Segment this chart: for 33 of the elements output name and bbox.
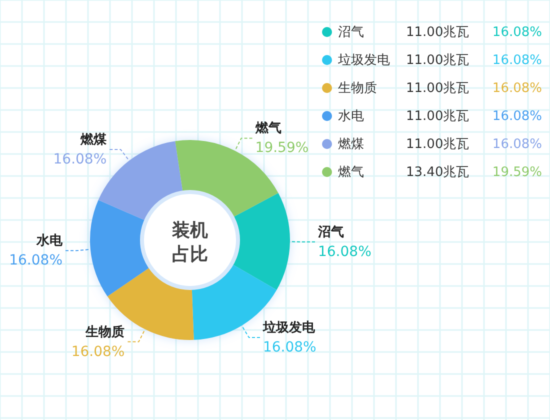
text: 16.08% bbox=[53, 152, 107, 168]
text: 装机占比 bbox=[171, 220, 208, 265]
legend-label: 垃圾发电 bbox=[337, 53, 390, 68]
text: 16.08% bbox=[262, 340, 316, 356]
donut-slice bbox=[90, 200, 150, 296]
slice-label: 燃煤 bbox=[80, 132, 108, 148]
data-label: 11.00兆瓦 bbox=[406, 137, 470, 152]
data-label: 11.00兆瓦 bbox=[406, 81, 470, 96]
text: 19.59% bbox=[255, 140, 309, 156]
slice-label: 沼气 bbox=[316, 224, 344, 240]
legend-label: 燃煤 bbox=[338, 137, 364, 152]
text: 16.08% bbox=[318, 244, 372, 260]
text: 16.08% bbox=[492, 137, 542, 152]
data-label: 11.00兆瓦 bbox=[406, 53, 470, 68]
slice-label: 垃圾发电 bbox=[262, 320, 316, 336]
text: 16.08% bbox=[492, 25, 542, 40]
slice-label: 水电 bbox=[36, 234, 64, 249]
data-label: 11.00兆瓦 bbox=[406, 25, 470, 40]
legend-label: 燃气 bbox=[338, 165, 364, 180]
slice-label: 生物质 bbox=[84, 324, 125, 340]
legend-label: 沼气 bbox=[338, 25, 364, 40]
text: 16.08% bbox=[492, 53, 542, 68]
text: 16.08% bbox=[9, 252, 62, 269]
text: 16.08% bbox=[492, 81, 542, 96]
slice-label: 燃气 bbox=[254, 121, 282, 136]
legend-label: 水电 bbox=[338, 109, 364, 124]
legend-label: 生物质 bbox=[338, 81, 377, 96]
data-label: 13.40兆瓦 bbox=[406, 165, 470, 180]
text: 16.08% bbox=[71, 344, 125, 360]
data-label: 11.00兆瓦 bbox=[406, 109, 470, 124]
text: 16.08% bbox=[492, 109, 542, 124]
donut-slice bbox=[232, 193, 290, 290]
text: 19.59% bbox=[492, 165, 542, 180]
